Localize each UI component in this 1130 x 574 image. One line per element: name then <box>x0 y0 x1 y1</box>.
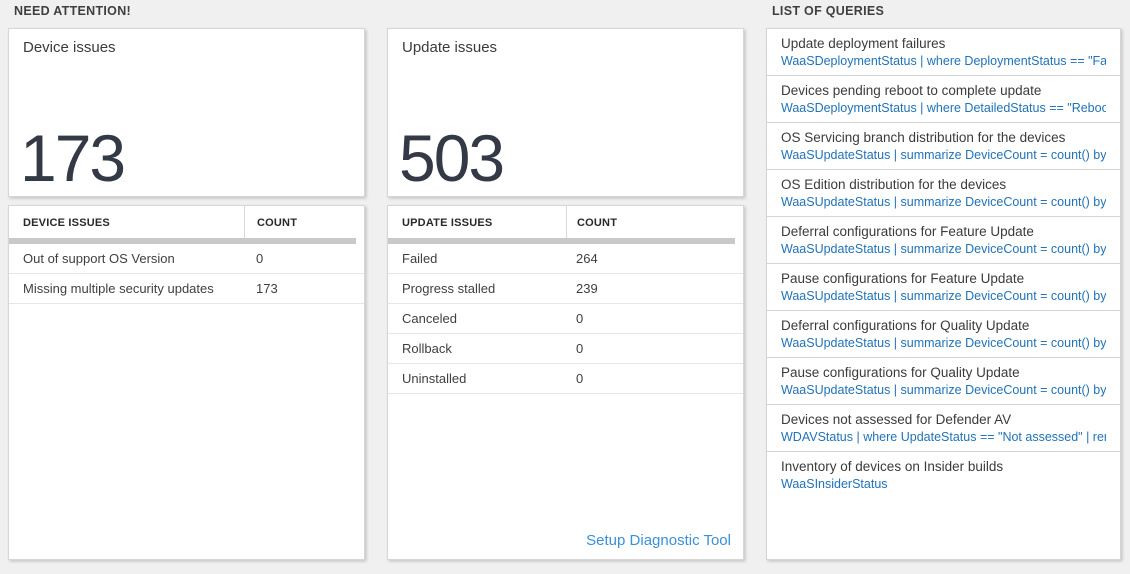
table-row[interactable]: Missing multiple security updates 173 <box>9 274 364 304</box>
update-issues-tile-label: Update issues <box>402 39 498 56</box>
query-text: WaaSDeploymentStatus | where DeploymentS… <box>781 54 1106 68</box>
query-list-item[interactable]: Update deployment failures WaaSDeploymen… <box>767 29 1120 76</box>
issue-label: Canceled <box>402 311 457 326</box>
query-text: WaaSUpdateStatus | summarize DeviceCount… <box>781 148 1106 162</box>
device-issues-tile[interactable]: Device issues 173 <box>8 28 365 197</box>
device-issues-column-header: DEVICE ISSUES <box>23 217 110 229</box>
query-title: OS Edition distribution for the devices <box>781 177 1007 192</box>
query-title: Devices not assessed for Defender AV <box>781 412 1012 427</box>
query-list-item[interactable]: Pause configurations for Quality Update … <box>767 358 1120 405</box>
query-list-item[interactable]: Deferral configurations for Feature Upda… <box>767 217 1120 264</box>
update-issues-table-card: UPDATE ISSUES COUNT Failed 264 Progress … <box>387 205 744 560</box>
table-row[interactable]: Uninstalled 0 <box>388 364 743 394</box>
device-issues-count: 173 <box>20 121 126 195</box>
query-title: Devices pending reboot to complete updat… <box>781 83 1042 98</box>
issue-count: 264 <box>576 251 598 266</box>
device-issues-tile-label: Device issues <box>23 39 116 56</box>
issue-label: Out of support OS Version <box>23 251 175 266</box>
query-title: Pause configurations for Feature Update <box>781 271 1025 286</box>
query-list-item[interactable]: OS Servicing branch distribution for the… <box>767 123 1120 170</box>
setup-diagnostic-tool-link[interactable]: Setup Diagnostic Tool <box>586 532 731 549</box>
list-of-queries-heading: LIST OF QUERIES <box>772 4 885 18</box>
query-text: WDAVStatus | where UpdateStatus == "Not … <box>781 430 1106 444</box>
query-title: OS Servicing branch distribution for the… <box>781 130 1066 145</box>
issue-label: Rollback <box>402 341 452 356</box>
update-issues-count: 503 <box>399 121 505 195</box>
query-list-item[interactable]: OS Edition distribution for the devices … <box>767 170 1120 217</box>
query-title: Deferral configurations for Quality Upda… <box>781 318 1030 333</box>
table-row[interactable]: Rollback 0 <box>388 334 743 364</box>
query-list-item[interactable]: Deferral configurations for Quality Upda… <box>767 311 1120 358</box>
query-text: WaaSUpdateStatus | summarize DeviceCount… <box>781 195 1106 209</box>
need-attention-heading: NEED ATTENTION! <box>14 4 131 18</box>
count-column-header: COUNT <box>244 206 364 238</box>
issue-count: 239 <box>576 281 598 296</box>
table-header-bar <box>388 238 735 244</box>
query-title: Update deployment failures <box>781 36 946 51</box>
device-issues-table-header: DEVICE ISSUES COUNT <box>9 206 364 238</box>
query-text: WaaSInsiderStatus <box>781 477 888 491</box>
table-row[interactable]: Canceled 0 <box>388 304 743 334</box>
update-issues-tile[interactable]: Update issues 503 <box>387 28 744 197</box>
update-issues-column-header: UPDATE ISSUES <box>402 217 493 229</box>
issue-label: Failed <box>402 251 438 266</box>
query-text: WaaSUpdateStatus | summarize DeviceCount… <box>781 383 1106 397</box>
issue-label: Missing multiple security updates <box>23 281 214 296</box>
query-list-item[interactable]: Devices not assessed for Defender AV WDA… <box>767 405 1120 452</box>
list-of-queries-card: Update deployment failures WaaSDeploymen… <box>766 28 1121 560</box>
query-list-item[interactable]: Inventory of devices on Insider builds W… <box>767 452 1120 499</box>
query-title: Deferral configurations for Feature Upda… <box>781 224 1034 239</box>
query-list-item[interactable]: Devices pending reboot to complete updat… <box>767 76 1120 123</box>
query-list-item[interactable]: Pause configurations for Feature Update … <box>767 264 1120 311</box>
issue-count: 0 <box>576 341 584 356</box>
query-text: WaaSDeploymentStatus | where DetailedSta… <box>781 101 1106 115</box>
table-row[interactable]: Progress stalled 239 <box>388 274 743 304</box>
issue-count: 0 <box>576 311 584 326</box>
query-text: WaaSUpdateStatus | summarize DeviceCount… <box>781 242 1106 256</box>
issue-count: 173 <box>256 281 278 296</box>
query-title: Inventory of devices on Insider builds <box>781 459 1004 474</box>
issue-label: Progress stalled <box>402 281 496 296</box>
issue-count: 0 <box>256 251 264 266</box>
table-row[interactable]: Out of support OS Version 0 <box>9 244 364 274</box>
query-text: WaaSUpdateStatus | summarize DeviceCount… <box>781 289 1106 303</box>
update-issues-table-header: UPDATE ISSUES COUNT <box>388 206 743 238</box>
query-title: Pause configurations for Quality Update <box>781 365 1020 380</box>
table-row[interactable]: Failed 264 <box>388 244 743 274</box>
issue-count: 0 <box>576 371 584 386</box>
table-header-bar <box>9 238 356 244</box>
issue-label: Uninstalled <box>402 371 467 386</box>
count-column-header: COUNT <box>566 206 743 238</box>
device-issues-table-card: DEVICE ISSUES COUNT Out of support OS Ve… <box>8 205 365 560</box>
query-text: WaaSUpdateStatus | summarize DeviceCount… <box>781 336 1106 350</box>
